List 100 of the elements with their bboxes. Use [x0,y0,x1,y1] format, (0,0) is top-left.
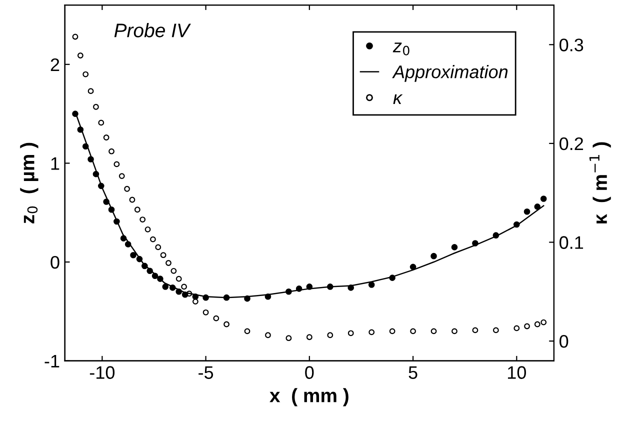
y2-tick-label: 0.3 [560,38,584,52]
point [144,226,151,232]
point [176,276,182,282]
point [492,327,499,334]
point [146,268,153,274]
point [244,295,250,302]
y-tick-label: 1 [51,157,60,170]
point [72,34,78,40]
point [92,170,100,178]
point [98,120,104,126]
point [150,236,156,242]
point [155,244,162,250]
point [176,288,182,295]
y-tick-label: 0 [50,256,60,269]
point [192,293,199,300]
y-axis-title: z$_{0}$ ( µm ) [20,142,38,224]
point [306,334,312,340]
point [98,182,104,190]
point [348,284,354,291]
point [224,321,230,328]
y-tick-label: -1 [44,354,60,368]
point [108,206,115,213]
point [327,332,334,338]
point [182,291,188,298]
point [202,309,209,316]
point [114,161,120,168]
point [524,208,530,215]
point [492,232,500,238]
point [169,284,176,291]
point [162,284,169,290]
point [348,330,354,336]
x-axis-title: x ( mm ) [270,388,348,406]
point [140,216,146,222]
point [88,156,94,162]
x-tick-label: -5 [198,366,214,379]
point [142,262,148,270]
legend-label: z$_{0}$ [392,42,410,56]
point [472,327,478,334]
point [72,110,78,117]
x-tick-label: -10 [90,366,115,379]
point [103,134,110,140]
point [160,252,166,258]
point [286,288,292,295]
point [534,204,541,210]
point [82,71,89,78]
point [157,276,164,282]
point [472,240,478,246]
point [88,88,94,94]
point [368,282,375,288]
legend-label: κ [393,94,403,104]
point [118,173,125,180]
point [114,218,120,225]
point [514,325,520,332]
x-tick-label: 0 [305,366,314,379]
point [534,321,540,328]
point [181,284,187,290]
point [170,268,177,274]
point [389,274,396,281]
point [134,206,140,213]
point [410,264,416,270]
y2-tick-label: 0.1 [560,236,584,249]
point [129,196,136,203]
point [108,148,114,154]
point [286,335,292,342]
point [296,286,302,292]
point [92,104,99,110]
point [166,260,172,266]
x-tick-label: 10 [508,366,526,379]
point [77,126,84,133]
point [130,252,136,258]
point [451,244,458,250]
point [265,332,271,338]
point [326,284,334,290]
point [430,328,437,334]
point [82,143,89,150]
point [368,329,375,336]
y-tick-label: 2 [50,58,60,71]
point [192,298,198,304]
point [514,221,520,228]
point [223,294,230,301]
y2-axis-title: κ ( m$^{−1}$ ) [589,142,611,224]
point [452,328,458,334]
point [306,284,313,290]
point [244,328,250,334]
point [410,328,416,334]
point [103,198,110,205]
point [124,186,130,192]
point [136,256,143,262]
y2-tick-label: 0.2 [560,137,584,150]
annotation: Probe IV [114,23,191,38]
legend-label: Approximation [392,65,508,82]
y2-tick-label: 0 [560,334,568,348]
point [524,323,530,330]
point [264,293,272,300]
x-tick-label: 5 [408,366,418,379]
point [389,328,396,334]
point [77,52,84,58]
point [430,252,437,260]
point [540,319,547,326]
point [120,235,127,242]
